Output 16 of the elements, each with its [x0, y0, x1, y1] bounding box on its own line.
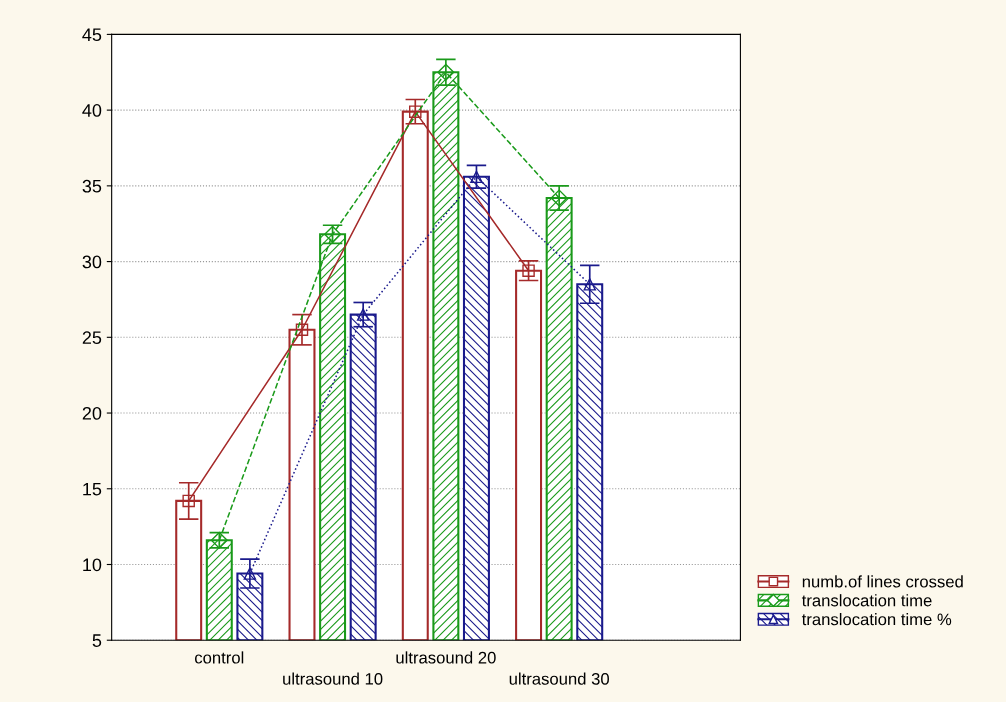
legend-label: translocation time %: [801, 613, 952, 626]
y-tick-label: 45: [82, 28, 102, 42]
y-tick-label: 10: [83, 558, 102, 572]
legend-label: translocation time: [801, 594, 932, 607]
x-tick-label: control: [194, 651, 244, 664]
y-tick-label: 30: [82, 255, 102, 269]
y-tick-label: 35: [82, 179, 102, 193]
y-tick-label: 25: [82, 331, 102, 345]
y-tick-label: 5: [92, 634, 102, 647]
x-tick-label: ultrasound 10: [283, 672, 383, 685]
legend-label: numb.of lines crossed: [802, 575, 963, 588]
y-tick-label: 20: [82, 406, 102, 420]
y-tick-label: 15: [83, 482, 102, 496]
x-tick-label: ultrasound 20: [396, 651, 496, 664]
x-tick-label: ultrasound 30: [509, 672, 610, 685]
y-tick-label: 40: [82, 104, 102, 117]
